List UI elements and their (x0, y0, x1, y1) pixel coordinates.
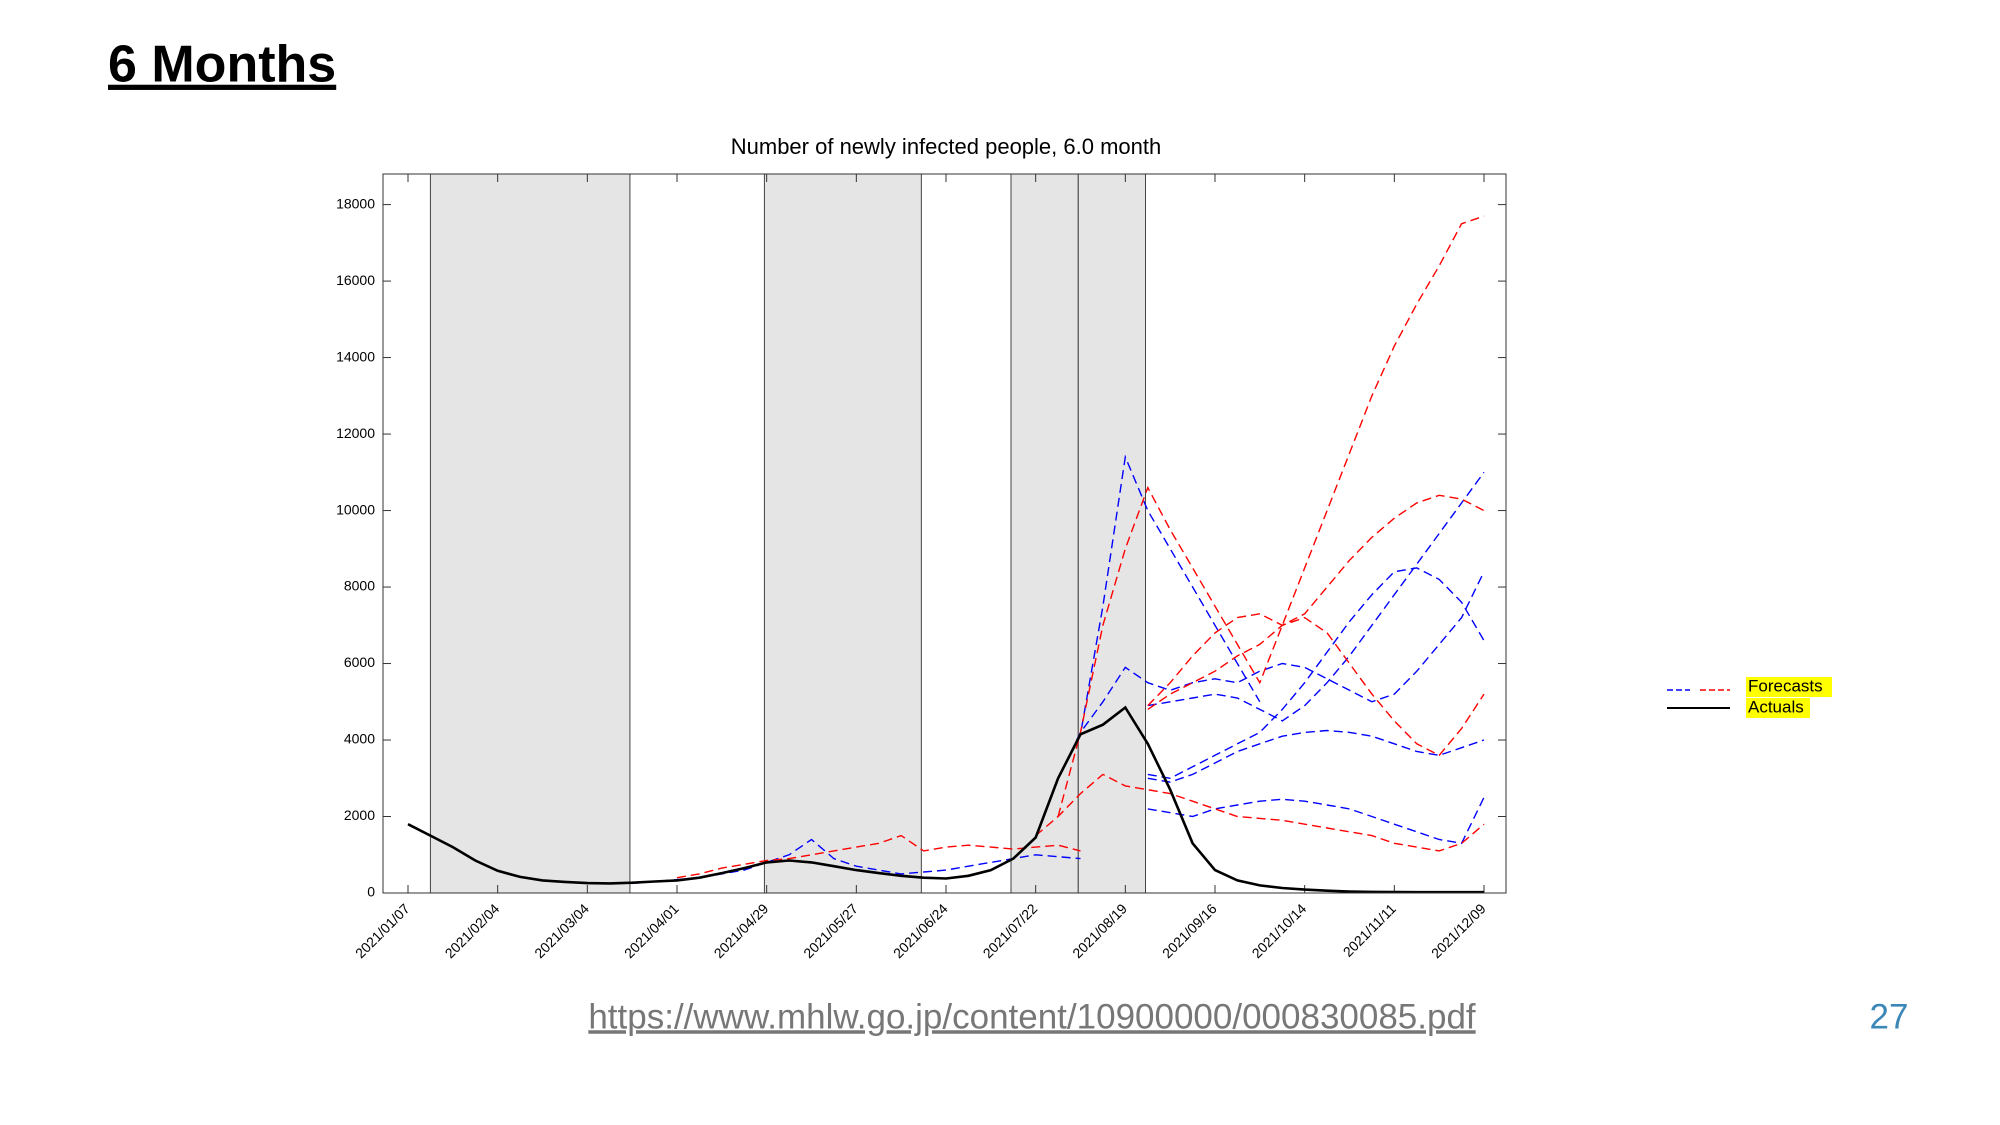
x-tick-label: 2021/09/16 (1159, 900, 1220, 961)
forecast-line (1057, 454, 1261, 779)
x-tick-label: 2021/04/29 (711, 900, 772, 961)
forecast-line (1147, 471, 1485, 722)
shaded-period (429, 173, 631, 894)
y-tick-label: 6000 (344, 654, 375, 670)
x-tick-label: 2021/05/27 (800, 900, 861, 961)
x-tick-label: 2021/10/14 (1249, 900, 1310, 961)
y-tick-label: 4000 (344, 731, 375, 747)
source-link[interactable]: https://www.mhlw.go.jp/content/10900000/… (588, 997, 1476, 1036)
forecast-line (1147, 616, 1485, 757)
legend: Forecasts Actuals (1667, 676, 1832, 718)
forecast-line (676, 834, 1081, 879)
forecast-line (1147, 494, 1485, 707)
x-tick-label: 2021/04/01 (621, 900, 682, 961)
chart-title: Number of newly infected people, 6.0 mon… (731, 134, 1161, 159)
forecast-line (1147, 797, 1485, 845)
y-tick-label: 8000 (344, 578, 375, 594)
y-tick-label: 10000 (336, 501, 375, 517)
x-tick-label: 2021/06/24 (890, 900, 951, 961)
x-tick-label: 2021/07/22 (980, 900, 1041, 961)
forecast-line (1057, 215, 1485, 817)
y-tick-label: 14000 (336, 348, 375, 364)
page-number: 27 (1870, 997, 1909, 1036)
y-tick-label: 18000 (336, 195, 375, 211)
shaded-period (763, 173, 922, 894)
x-tick-label: 2021/03/04 (531, 900, 592, 961)
forecast-line (1035, 773, 1485, 852)
y-tick-label: 12000 (336, 425, 375, 441)
forecast-line (1057, 571, 1485, 779)
shaded-period (1077, 173, 1147, 894)
x-tick-label: 2021/12/09 (1428, 900, 1489, 961)
y-tick-label: 0 (367, 884, 375, 900)
actual-line (407, 705, 1484, 894)
slide-title: 6 Months (108, 36, 336, 94)
legend-label: Actuals (1748, 697, 1804, 716)
forecast-line (1147, 729, 1485, 783)
x-tick-label: 2021/02/04 (442, 900, 503, 961)
y-tick-label: 16000 (336, 272, 375, 288)
x-tick-label: 2021/08/19 (1069, 900, 1130, 961)
forecast-line (1147, 567, 1485, 780)
legend-highlight (1746, 677, 1832, 697)
legend-label: Forecasts (1748, 676, 1823, 695)
axes-frame (382, 173, 1507, 894)
legend-highlight (1746, 698, 1810, 718)
y-tick-label: 2000 (344, 807, 375, 823)
x-tick-label: 2021/01/07 (352, 900, 413, 961)
x-tick-label: 2021/11/11 (1340, 900, 1400, 960)
shaded-period (1010, 173, 1079, 894)
